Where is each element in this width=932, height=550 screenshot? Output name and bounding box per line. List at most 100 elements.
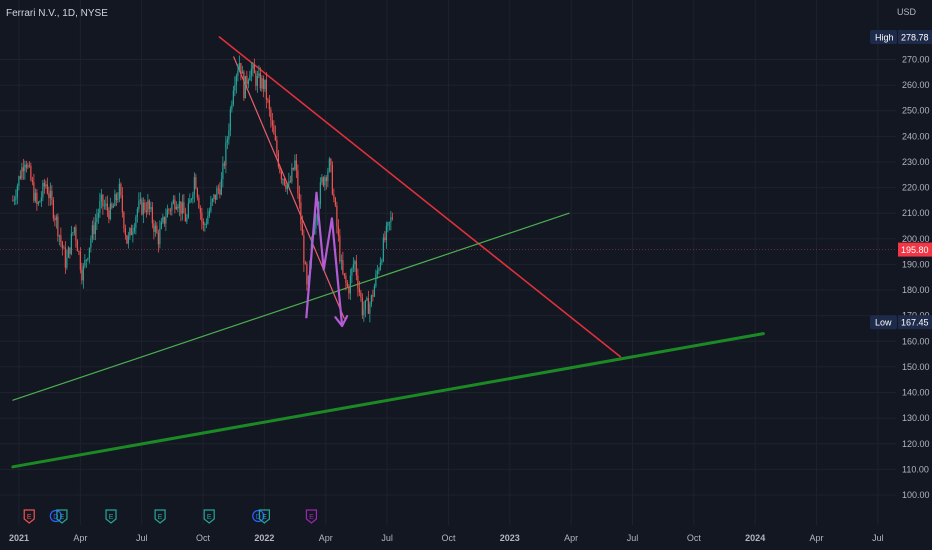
projection-arrowhead[interactable]	[334, 316, 344, 328]
price-axis[interactable]: 100.00 110.00 120.00 130.00 140.00 150.00 160.…	[0, 30, 932, 500]
candle-body	[360, 292, 362, 298]
candle-body	[231, 104, 233, 110]
candle-body	[162, 216, 164, 222]
candle-body	[357, 275, 359, 289]
high-label-value: 278.78	[901, 33, 929, 43]
candle-body	[340, 260, 342, 262]
event-marker[interactable]: D	[49, 509, 62, 523]
candle-body	[115, 194, 117, 201]
candle-body	[346, 282, 348, 287]
candle-body	[135, 216, 137, 228]
candle-body	[361, 297, 363, 316]
event-marker[interactable]: E	[105, 509, 117, 524]
projection-drawing[interactable]	[305, 191, 349, 328]
candle-body	[370, 295, 372, 305]
price-tick-label: 210.00	[902, 208, 930, 218]
candle-body	[136, 209, 138, 217]
candle-body	[132, 231, 134, 235]
candle-body	[19, 176, 21, 179]
time-tick-label: Apr	[564, 533, 578, 543]
earnings-marker[interactable]	[258, 509, 270, 524]
candle-body	[271, 120, 273, 126]
time-tick-label: Jul	[627, 533, 639, 543]
projection-arrowhead[interactable]	[341, 315, 349, 328]
candle-body	[102, 194, 104, 207]
candle-body	[66, 257, 68, 268]
dividend-marker[interactable]	[49, 509, 62, 523]
event-marker[interactable]: D	[252, 509, 265, 523]
time-tick-label: 2024	[745, 533, 765, 543]
earnings-marker[interactable]	[105, 509, 117, 524]
event-marker[interactable]: E	[258, 509, 270, 524]
candle-body	[351, 268, 353, 276]
event-marker[interactable]: E	[154, 509, 166, 524]
last-price-value-box	[898, 242, 932, 257]
candle-body	[60, 235, 62, 242]
event-marker[interactable]: E	[203, 509, 215, 524]
event-marker[interactable]: E	[56, 509, 68, 524]
candle-body	[217, 188, 219, 190]
candle-body	[33, 182, 35, 201]
earnings-marker[interactable]	[56, 509, 68, 524]
candle-body	[96, 217, 98, 223]
candle-body	[52, 200, 54, 219]
time-axis[interactable]: 2021 Apr Jul Oct 2022 Apr Jul Oct 2023 Apr Jul Oct 2…	[9, 533, 884, 543]
candle-body	[294, 160, 296, 170]
earnings-marker[interactable]	[23, 509, 35, 524]
red-trendline[interactable]	[218, 36, 622, 358]
candle-body	[352, 264, 354, 269]
candle-body	[150, 207, 152, 209]
dividend-marker[interactable]	[252, 509, 265, 523]
candle-body	[289, 181, 291, 183]
candle-body	[267, 99, 269, 101]
thick-green-trendline[interactable]	[11, 332, 765, 469]
candle-body	[369, 304, 371, 314]
candle-body	[67, 247, 69, 258]
price-tick-label: 150.00	[902, 362, 930, 372]
candle-body	[304, 263, 306, 265]
earnings-marker[interactable]	[305, 509, 318, 524]
time-tick-label: Oct	[196, 533, 211, 543]
trendlines[interactable]	[11, 36, 765, 469]
candle-body	[322, 177, 324, 186]
candle-body	[190, 199, 192, 200]
green-trendline[interactable]	[12, 212, 570, 401]
candle-body	[118, 183, 120, 199]
projection-zigzag[interactable]	[305, 191, 344, 327]
candle-body	[12, 200, 14, 202]
candle-body	[339, 235, 341, 262]
candle-body	[355, 261, 357, 276]
event-marker-label: E	[207, 514, 212, 521]
candle-body	[196, 188, 198, 198]
candle-body	[258, 73, 260, 77]
candle-body	[18, 176, 20, 187]
candle-body	[295, 160, 297, 171]
event-marker-label: E	[60, 514, 65, 521]
candle-body	[345, 275, 347, 283]
candle-body	[39, 201, 41, 203]
price-tick-label: 200.00	[902, 234, 930, 244]
candle-body	[207, 216, 209, 224]
earnings-marker[interactable]	[154, 509, 166, 524]
candle-body	[124, 228, 126, 236]
earnings-marker[interactable]	[203, 509, 215, 524]
candle-body	[246, 75, 248, 85]
candle-body	[208, 211, 210, 217]
candle-body	[243, 71, 245, 99]
price-series	[12, 55, 393, 323]
candle-body	[276, 140, 278, 154]
candle-body	[255, 73, 257, 86]
candle-body	[315, 219, 317, 229]
candle-body	[253, 64, 255, 74]
candle-body	[114, 194, 116, 207]
candle-body	[367, 297, 369, 314]
candle-body	[25, 164, 27, 168]
price-tick-label: 240.00	[902, 131, 930, 141]
event-marker[interactable]: E	[305, 509, 318, 524]
event-marker[interactable]: E	[23, 509, 35, 524]
candle-body	[277, 153, 279, 167]
candle-body	[216, 188, 218, 200]
candle-body	[45, 184, 47, 187]
